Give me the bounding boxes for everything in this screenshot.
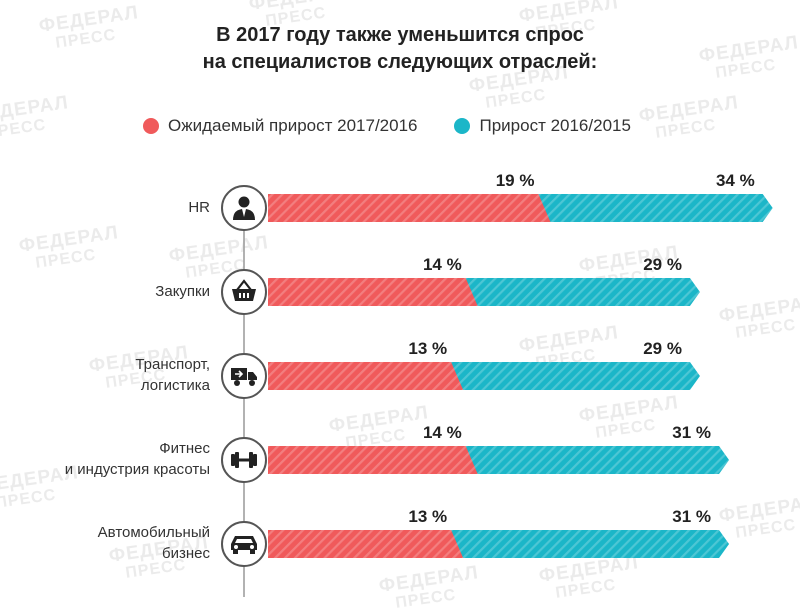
chart-title-line: на специалистов следующих отраслей:: [202, 51, 598, 73]
category-label-line: Закупки: [155, 282, 210, 300]
value-label-expected: 13 %: [408, 507, 448, 526]
truck-icon: [221, 353, 267, 399]
legend: Ожидаемый прирост 2017/2016 Прирост 2016…: [143, 116, 668, 136]
basket-icon: [221, 269, 267, 315]
category-label-line: HR: [188, 198, 210, 216]
bar-stripes: [465, 446, 730, 474]
chart-title: В 2017 году также уменьшится спрос на сп…: [0, 22, 800, 76]
person-icon: [221, 185, 267, 231]
value-label-expected: 14 %: [422, 255, 462, 274]
legend-item-actual: Прирост 2016/2015: [454, 116, 631, 136]
bar-chart: [221, 185, 773, 597]
bar-stripes: [465, 278, 700, 306]
value-label-actual: 34 %: [715, 171, 755, 190]
category-label: Закупки: [155, 281, 210, 302]
value-label-actual: 29 %: [643, 255, 682, 274]
value-label-actual: 31 %: [672, 507, 712, 526]
bar-stripes: [268, 278, 478, 306]
category-label-line: логистика: [140, 377, 210, 394]
value-label-expected: 13 %: [408, 339, 448, 358]
category-label-line: и индустрия красоты: [64, 461, 210, 478]
category-label: Транспорт, логистика: [135, 354, 210, 396]
chart-title-line: В 2017 году также уменьшится спрос: [216, 24, 584, 46]
category-label-line: бизнес: [162, 545, 210, 562]
bar-stripes: [451, 530, 730, 558]
bar-stripes: [268, 530, 464, 558]
category-label-line: Транспорт,: [135, 356, 210, 373]
bar-stripes: [538, 194, 773, 222]
car-icon: [221, 521, 267, 567]
legend-label: Прирост 2016/2015: [479, 116, 631, 135]
category-label: Фитнес и индустрия красоты: [65, 438, 210, 480]
value-label-actual: 29 %: [643, 339, 682, 358]
bar-stripes: [268, 194, 551, 222]
bar-stripes: [268, 446, 478, 474]
category-label-line: Фитнес: [159, 440, 210, 457]
value-label-expected: 14 %: [422, 423, 462, 442]
bar-stripes: [268, 362, 464, 390]
legend-label: Ожидаемый прирост 2017/2016: [168, 116, 418, 135]
value-label-expected: 19 %: [495, 171, 535, 190]
dumbbell-icon: [221, 437, 267, 483]
category-label-line: Автомобильный: [97, 524, 210, 541]
bar-stripes: [451, 362, 700, 390]
category-label: Автомобильный бизнес: [98, 522, 210, 564]
category-label: HR: [188, 197, 210, 218]
legend-swatch-red: [143, 118, 159, 134]
legend-item-expected: Ожидаемый прирост 2017/2016: [143, 116, 417, 136]
legend-swatch-teal: [454, 118, 471, 134]
value-label-actual: 31 %: [672, 423, 712, 442]
